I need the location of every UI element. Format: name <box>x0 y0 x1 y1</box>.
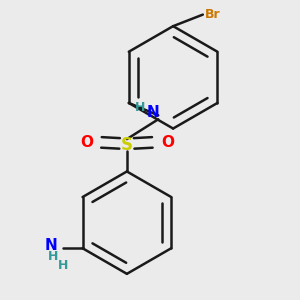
Text: S: S <box>121 136 133 154</box>
Text: H: H <box>135 100 145 114</box>
Text: N: N <box>45 238 58 253</box>
Text: O: O <box>161 135 174 150</box>
Text: O: O <box>80 135 93 150</box>
Text: H: H <box>47 250 58 263</box>
Text: H: H <box>58 259 69 272</box>
Text: N: N <box>147 104 160 119</box>
Text: Br: Br <box>205 8 220 21</box>
